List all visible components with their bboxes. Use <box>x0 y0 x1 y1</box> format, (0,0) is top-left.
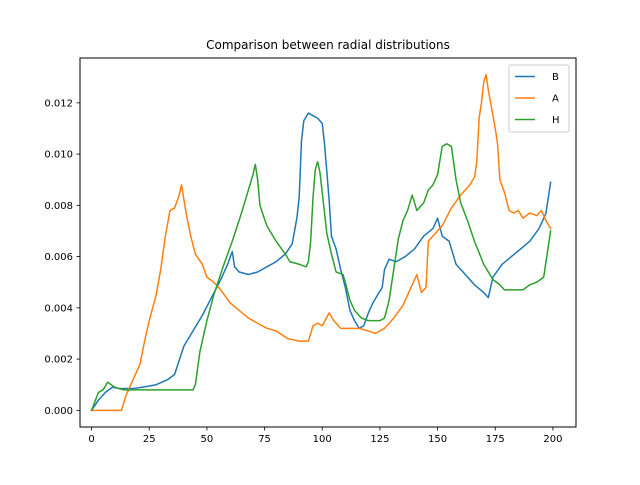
x-tick-label: 50 <box>201 434 214 445</box>
series-layer <box>90 73 552 412</box>
x-tick-label: 75 <box>258 434 271 445</box>
chart-title: Comparison between radial distributions <box>206 38 450 52</box>
x-tick-label: 100 <box>313 434 332 445</box>
y-tick-label: 0.004 <box>44 303 73 314</box>
legend-label-b: B <box>552 72 559 83</box>
legend-label-a: A <box>552 94 559 105</box>
x-tick-label: 25 <box>143 434 156 445</box>
y-tick-label: 0.000 <box>44 406 73 417</box>
y-tick-label: 0.002 <box>44 355 73 366</box>
x-tick-label: 150 <box>428 434 447 445</box>
x-tick-label: 0 <box>88 434 94 445</box>
x-axis: 0 25 50 75 100 125 150 175 200 <box>88 427 562 445</box>
legend-label-h: H <box>552 115 560 126</box>
legend-box <box>508 64 570 133</box>
series-line-b <box>90 112 552 412</box>
series-line-a <box>90 73 552 412</box>
x-tick-label: 125 <box>370 434 389 445</box>
y-tick-label: 0.012 <box>44 98 73 109</box>
legend: BAH <box>508 64 570 133</box>
y-tick-label: 0.010 <box>44 150 73 161</box>
plot-frame <box>79 57 577 428</box>
y-tick-label: 0.008 <box>44 201 73 212</box>
y-axis: 0.000 0.002 0.004 0.006 0.008 0.010 0.012 <box>44 98 80 417</box>
series-line-h <box>90 143 552 412</box>
x-tick-label: 200 <box>543 434 562 445</box>
y-tick-label: 0.006 <box>44 252 73 263</box>
x-tick-label: 175 <box>486 434 505 445</box>
